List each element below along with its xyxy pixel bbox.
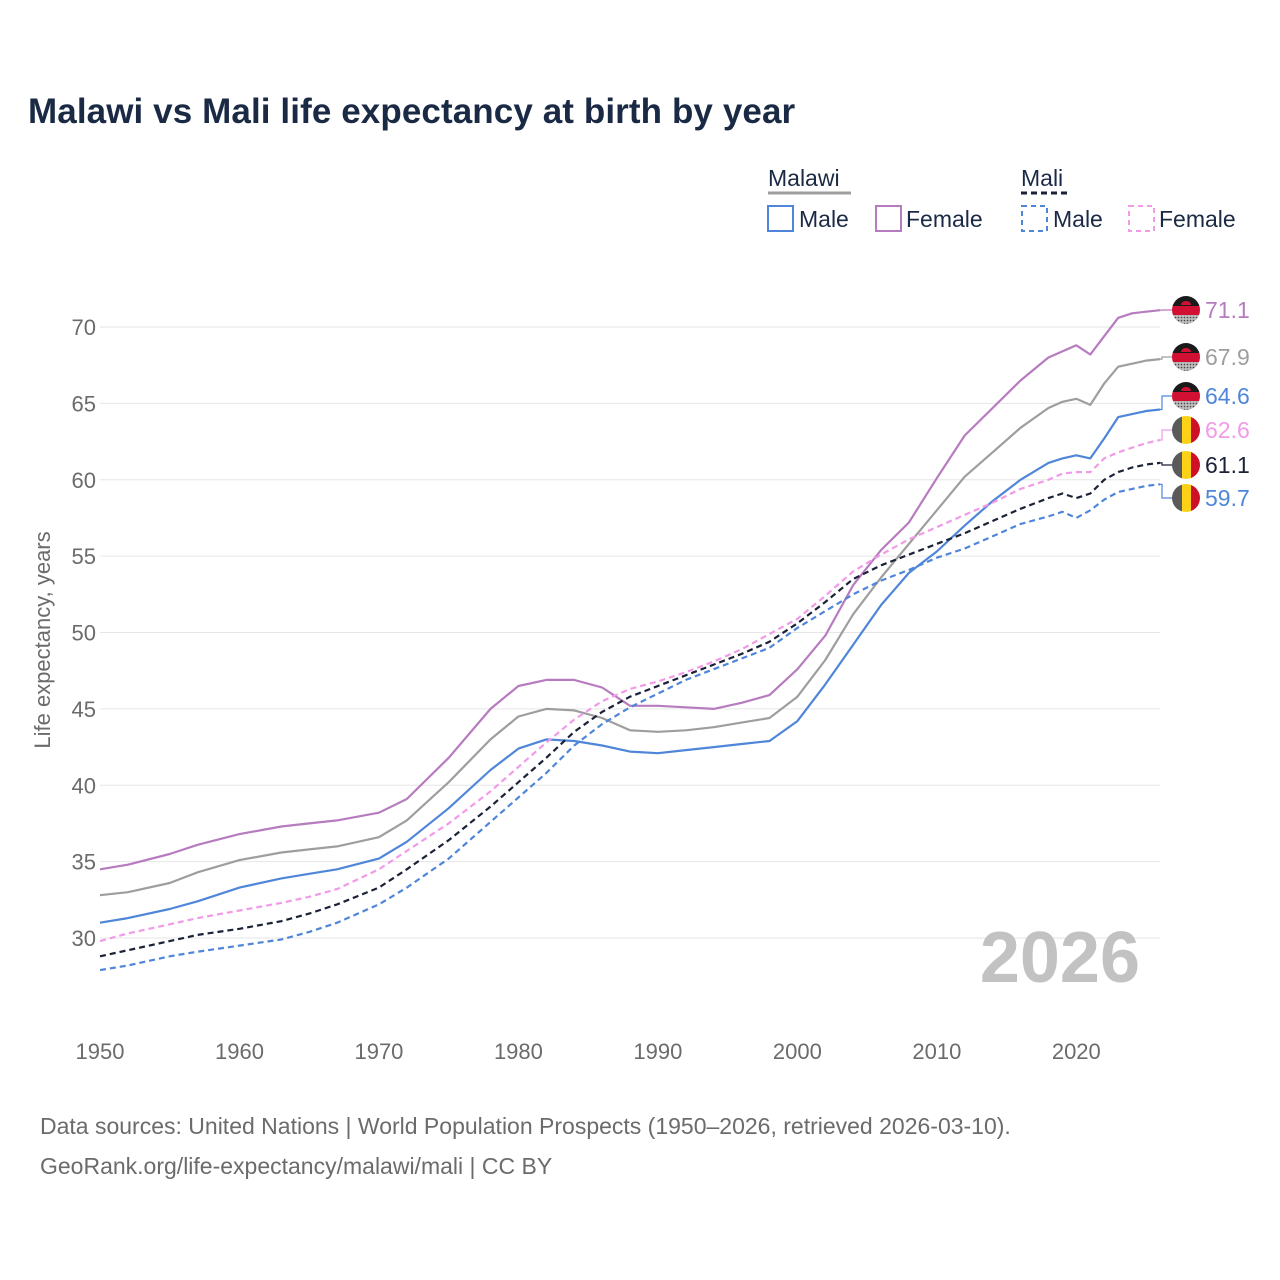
x-tick-label: 1970: [354, 1039, 403, 1064]
end-value-label: 62.6: [1205, 417, 1250, 443]
legend-malawi-male-label[interactable]: Male: [799, 206, 849, 232]
legend: Malawi Mali Male Female Male Female: [767, 165, 1236, 232]
mali-flag-icon: [1172, 416, 1200, 444]
x-tick-label: 1990: [633, 1039, 682, 1064]
x-axis-ticks: 1950 1960 1970 1980 1990 2000 2010 2020: [76, 1039, 1101, 1064]
series-lines: [99, 309, 1161, 972]
data-sources: Data sources: United Nations | World Pop…: [40, 1106, 1011, 1186]
y-tick-label: 70: [72, 315, 96, 340]
x-tick-label: 2000: [773, 1039, 822, 1064]
x-tick-label: 1980: [494, 1039, 543, 1064]
y-tick-label: 55: [72, 544, 96, 569]
sources-line-1: Data sources: United Nations | World Pop…: [40, 1113, 1011, 1139]
malawi-flag-icon: [1172, 343, 1200, 371]
legend-group-malawi: Malawi: [768, 165, 840, 191]
year-badge: 2026: [980, 918, 1140, 998]
legend-malawi-male-swatch: [767, 205, 794, 232]
end-value-label: 61.1: [1205, 452, 1250, 478]
x-tick-label: 2010: [912, 1039, 961, 1064]
end-label-connector: [1160, 483, 1172, 499]
y-tick-label: 40: [72, 773, 96, 798]
end-label-connector: [1160, 395, 1172, 411]
y-tick-label: 50: [72, 621, 96, 646]
end-label-connector: [1160, 356, 1172, 360]
gridlines: [100, 326, 1160, 939]
series-line-malawi-male: [99, 408, 1161, 924]
legend-mali-male-swatch: [1021, 205, 1048, 232]
legend-malawi-female-swatch: [875, 205, 902, 232]
end-value-label: 59.7: [1205, 485, 1250, 511]
x-tick-label: 1950: [76, 1039, 125, 1064]
y-tick-label: 35: [72, 850, 96, 875]
malawi-flag-icon: [1172, 382, 1200, 410]
malawi-flag-icon: [1172, 296, 1200, 324]
series-line-malawi-total: [99, 358, 1161, 897]
y-tick-label: 65: [72, 391, 96, 416]
y-axis-label: Life expectancy, years: [30, 531, 55, 748]
end-value-label: 71.1: [1205, 297, 1250, 323]
legend-mali-female-label[interactable]: Female: [1159, 206, 1236, 232]
legend-group-mali: Mali: [1021, 165, 1063, 191]
chart-title: Malawi vs Mali life expectancy at birth …: [28, 92, 796, 131]
end-labels: 71.1 67.9 64.6 62.6 61.1 59.7: [1160, 296, 1250, 512]
mali-flag-icon: [1172, 484, 1200, 512]
mali-flag-icon: [1172, 451, 1200, 479]
end-label-connector: [1160, 462, 1172, 466]
y-tick-label: 45: [72, 697, 96, 722]
series-line-mali-female: [99, 438, 1161, 943]
end-value-label: 64.6: [1205, 383, 1250, 409]
series-line-mali-total: [99, 461, 1161, 958]
sources-line-2[interactable]: GeoRank.org/life-expectancy/malawi/mali …: [40, 1153, 553, 1179]
legend-mali-female-swatch: [1128, 205, 1155, 232]
y-tick-label: 60: [72, 468, 96, 493]
x-tick-label: 2020: [1052, 1039, 1101, 1064]
end-label-connector: [1160, 429, 1172, 441]
y-tick-label: 30: [72, 926, 96, 951]
legend-mali-male-label[interactable]: Male: [1053, 206, 1103, 232]
series-line-mali-male: [99, 483, 1161, 972]
legend-malawi-female-label[interactable]: Female: [906, 206, 983, 232]
end-value-label: 67.9: [1205, 344, 1250, 370]
y-axis-ticks: 30 35 40 45 50 55 60 65 70: [72, 315, 96, 951]
series-line-malawi-female: [99, 309, 1161, 871]
x-tick-label: 1960: [215, 1039, 264, 1064]
